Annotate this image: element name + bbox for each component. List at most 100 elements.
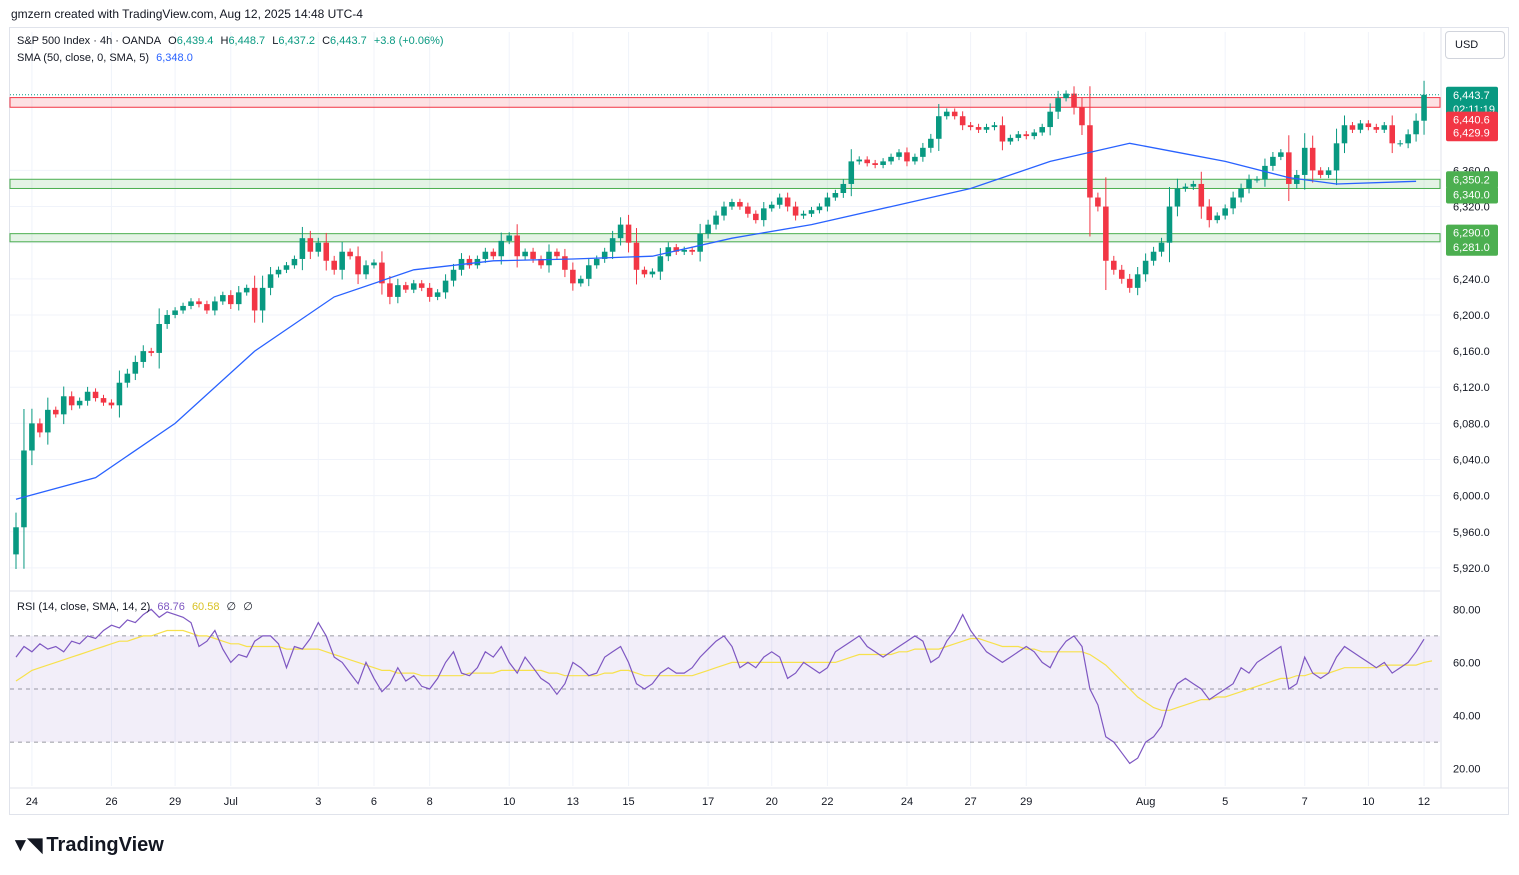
candle-body <box>1023 134 1030 137</box>
candle-body <box>1357 123 1364 130</box>
candle-body <box>506 235 512 241</box>
time-tick-label: 6 <box>371 796 377 808</box>
candle-body <box>991 125 998 128</box>
candle-body <box>689 249 695 252</box>
candle-body <box>307 238 314 252</box>
candle-body <box>1150 251 1157 261</box>
candle-body <box>514 235 520 257</box>
candle-body <box>204 304 210 311</box>
candle-body <box>1015 134 1022 138</box>
symbol-label[interactable]: S&P 500 Index · 4h · OANDA <box>17 35 162 47</box>
candle-body <box>872 163 878 165</box>
rsi-value: 68.76 <box>157 601 185 613</box>
candle-body <box>1111 260 1117 270</box>
candle-body <box>60 396 67 415</box>
candle-body <box>108 402 115 406</box>
candle-body <box>442 280 449 293</box>
price-tick-label: 5,960.0 <box>1453 527 1490 539</box>
candle-body <box>896 152 902 157</box>
candle-body <box>800 213 807 216</box>
candle-body <box>975 127 982 130</box>
candle-body <box>188 301 194 306</box>
time-tick-label: 24 <box>901 796 913 808</box>
candle-body <box>403 285 409 290</box>
time-tick-label: 5 <box>1222 796 1228 808</box>
candle-body <box>498 240 505 257</box>
candle-body <box>729 202 735 207</box>
candle-body <box>395 285 401 297</box>
candle-body <box>84 391 91 401</box>
candle-body <box>140 351 147 362</box>
candle-body <box>434 292 441 297</box>
candle-body <box>1381 125 1388 130</box>
candle-body <box>315 242 322 252</box>
candle-body <box>999 125 1006 142</box>
rsi-label[interactable]: RSI (14, close, SMA, 14, 2) <box>17 601 151 613</box>
candle-body <box>1286 152 1292 184</box>
chart-frame <box>9 27 1509 815</box>
candle-body <box>951 111 958 117</box>
support-low-top-badge-text: 6,290.0 <box>1453 228 1490 240</box>
low-value: 6,437.2 <box>278 35 316 47</box>
candle-body <box>339 251 345 270</box>
time-tick-label: 29 <box>169 796 181 808</box>
candle-body <box>1325 170 1332 175</box>
currency-button[interactable]: USD <box>1445 31 1505 59</box>
candle-body <box>275 269 282 275</box>
last-price-badge-text: 6,443.7 <box>1453 90 1490 102</box>
candle-body <box>387 283 393 297</box>
resistance-top-badge-text: 6,440.6 <box>1453 115 1490 127</box>
time-tick-label: 3 <box>315 796 321 808</box>
candle-body <box>912 156 918 162</box>
candle-body <box>68 396 75 406</box>
candle-body <box>824 197 831 207</box>
rsi-line <box>15 608 1425 765</box>
candle-body <box>37 423 43 433</box>
candle-body <box>546 251 552 266</box>
price-tick-label: 6,320.0 <box>1453 202 1490 214</box>
candle-body <box>880 161 886 165</box>
sma-label[interactable]: SMA (50, close, 0, SMA, 5) <box>17 52 150 64</box>
low-label: L <box>272 35 279 47</box>
rsi-ma-value: 60.58 <box>191 601 220 613</box>
candle-body <box>1421 94 1427 121</box>
price-tick-label: 6,240.0 <box>1453 274 1490 286</box>
change-value: +3.8 (+0.06%) <box>373 35 444 47</box>
tradingview-logo[interactable]: ▼◥ TradingView <box>11 834 164 857</box>
candle-body <box>808 210 815 214</box>
candle-body <box>1262 165 1268 180</box>
candle-body <box>1071 93 1077 108</box>
candle-body <box>617 224 624 239</box>
high-label: H <box>220 35 229 47</box>
time-tick-label: 17 <box>702 796 714 808</box>
zone-support-upper[interactable] <box>9 178 1441 189</box>
candle-body <box>1246 179 1252 189</box>
support-low-bottom-badge <box>1446 238 1498 256</box>
candle-body <box>1270 156 1276 166</box>
candle-body <box>379 262 385 284</box>
candle-body <box>1190 183 1197 187</box>
candle-body <box>1031 132 1038 137</box>
candle-body <box>235 292 242 305</box>
candle-body <box>251 287 258 311</box>
candle-body <box>928 138 934 148</box>
candle-body <box>1158 242 1165 252</box>
candle-body <box>1230 197 1236 209</box>
candle-body <box>21 450 27 528</box>
time-tick-label: 13 <box>567 796 579 808</box>
support-low-bottom-badge-text: 6,281.0 <box>1453 242 1490 254</box>
zone-resistance[interactable] <box>9 97 1441 108</box>
candle-body <box>1126 278 1133 288</box>
rsi-tick-label: 80.00 <box>1453 604 1481 616</box>
candle-body <box>609 238 616 252</box>
candle-body <box>1087 125 1093 198</box>
candle-body <box>1365 123 1372 128</box>
zone-support-lower[interactable] <box>9 233 1441 243</box>
candle-body <box>601 251 608 259</box>
candle-body <box>864 159 870 164</box>
candle-body <box>426 287 433 297</box>
candle-body <box>228 295 234 305</box>
price-tick-label: 6,080.0 <box>1453 418 1490 430</box>
candle-body <box>243 287 250 293</box>
